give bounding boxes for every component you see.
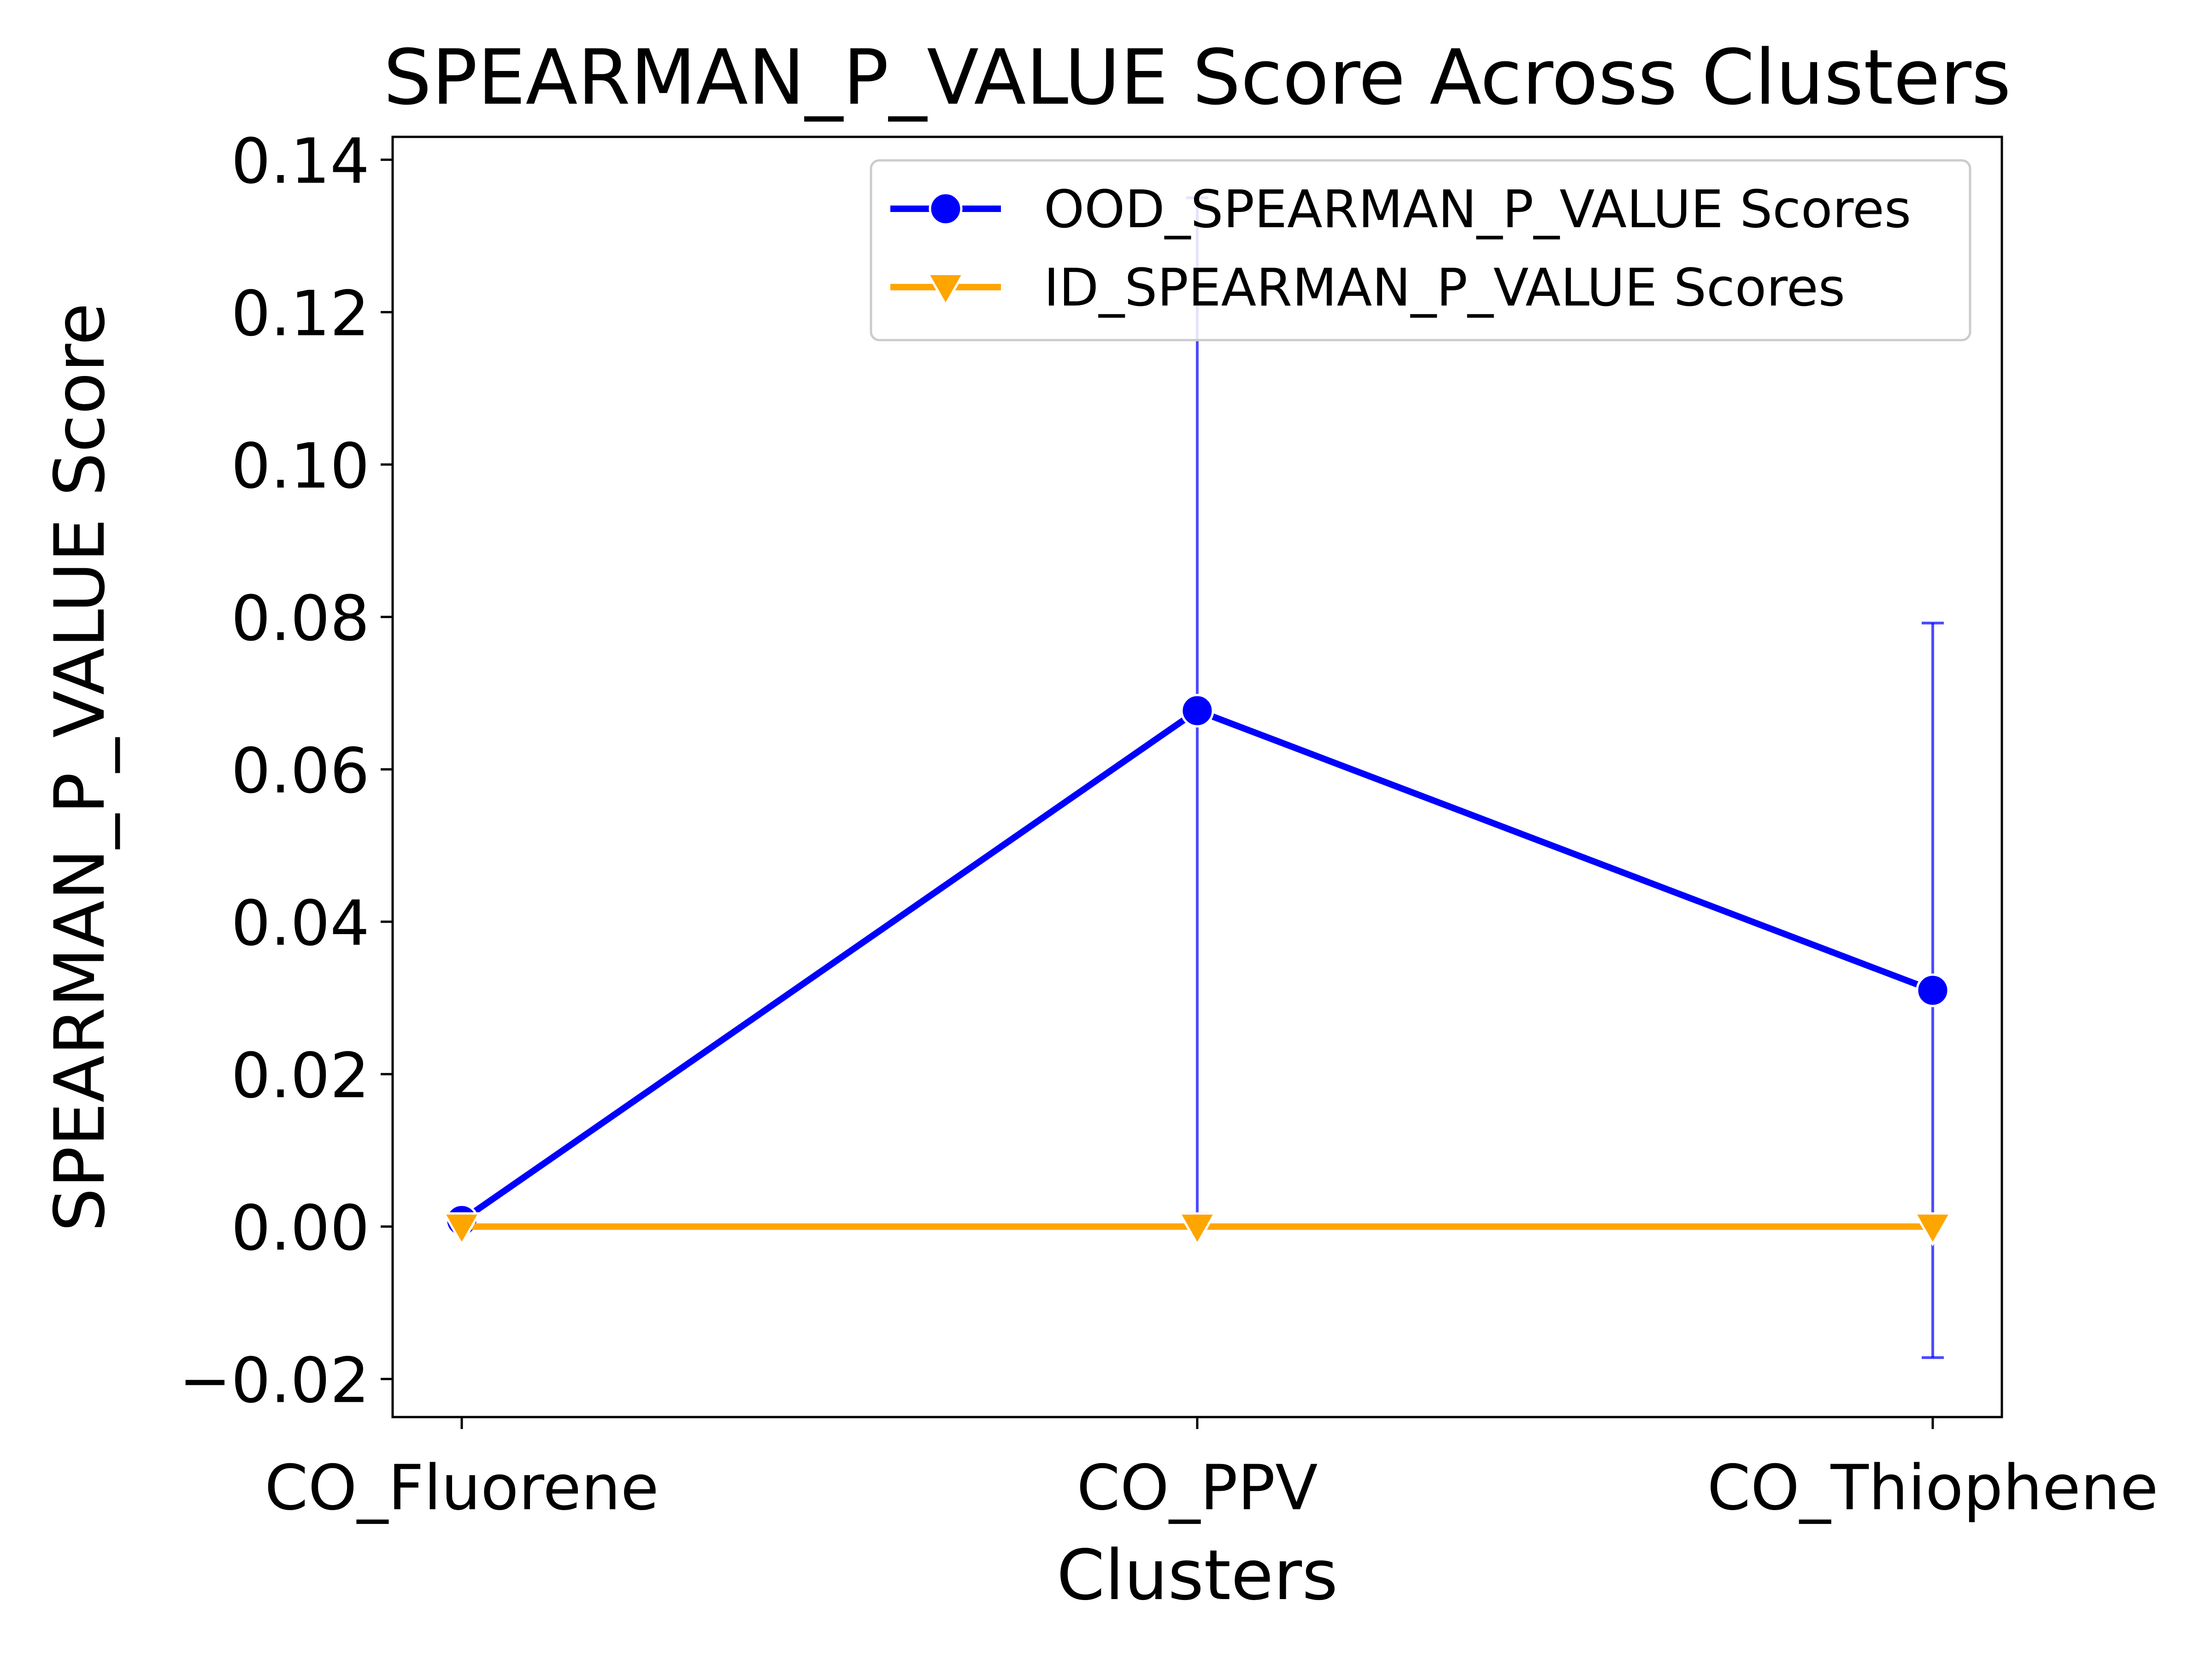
- data-point-id: [1177, 1212, 1217, 1247]
- legend-label-0: OOD_SPEARMAN_P_VALUE Scores: [1044, 180, 1911, 240]
- data-point-ood: [1916, 973, 1950, 1007]
- plot-area: −0.02 0.00 0.02 0.04 0.06 0.08 0.10 0.12 0.14 CO_…: [179, 125, 2158, 1524]
- y-axis-label: SPEARMAN_P_VALUE Score: [40, 303, 120, 1232]
- x-axis-label: Clusters: [1057, 1535, 1338, 1616]
- x-tick-label: CO_PPV: [1077, 1452, 1318, 1524]
- y-tick-label: 0.12: [231, 277, 370, 350]
- data-point-id: [442, 1212, 482, 1247]
- y-tick-label: −0.02: [179, 1344, 370, 1417]
- legend-label-1: ID_SPEARMAN_P_VALUE Scores: [1044, 258, 1845, 318]
- legend-marker-id: [926, 273, 965, 307]
- chart-title: SPEARMAN_P_VALUE Score Across Clusters: [383, 33, 2011, 122]
- y-tick-label: 0.10: [231, 430, 370, 502]
- y-tick-label: 0.02: [231, 1040, 370, 1112]
- y-tick-label: 0.06: [231, 735, 370, 807]
- legend-box: [870, 159, 1971, 341]
- data-point-ood: [1180, 694, 1214, 728]
- y-tick-label: 0.08: [231, 582, 370, 655]
- y-tick-label: 0.00: [231, 1192, 370, 1265]
- y-tick-label: 0.04: [231, 887, 370, 959]
- legend-marker-ood: [929, 192, 963, 226]
- data-point-id: [1913, 1212, 1953, 1247]
- x-tick-label: CO_Thiophene: [1707, 1452, 2158, 1524]
- legend: OOD_SPEARMAN_P_VALUE Scores ID_SPEARMAN_P…: [870, 159, 1971, 341]
- y-tick-label: 0.14: [231, 125, 370, 198]
- x-tick-label: CO_Fluorene: [265, 1452, 659, 1524]
